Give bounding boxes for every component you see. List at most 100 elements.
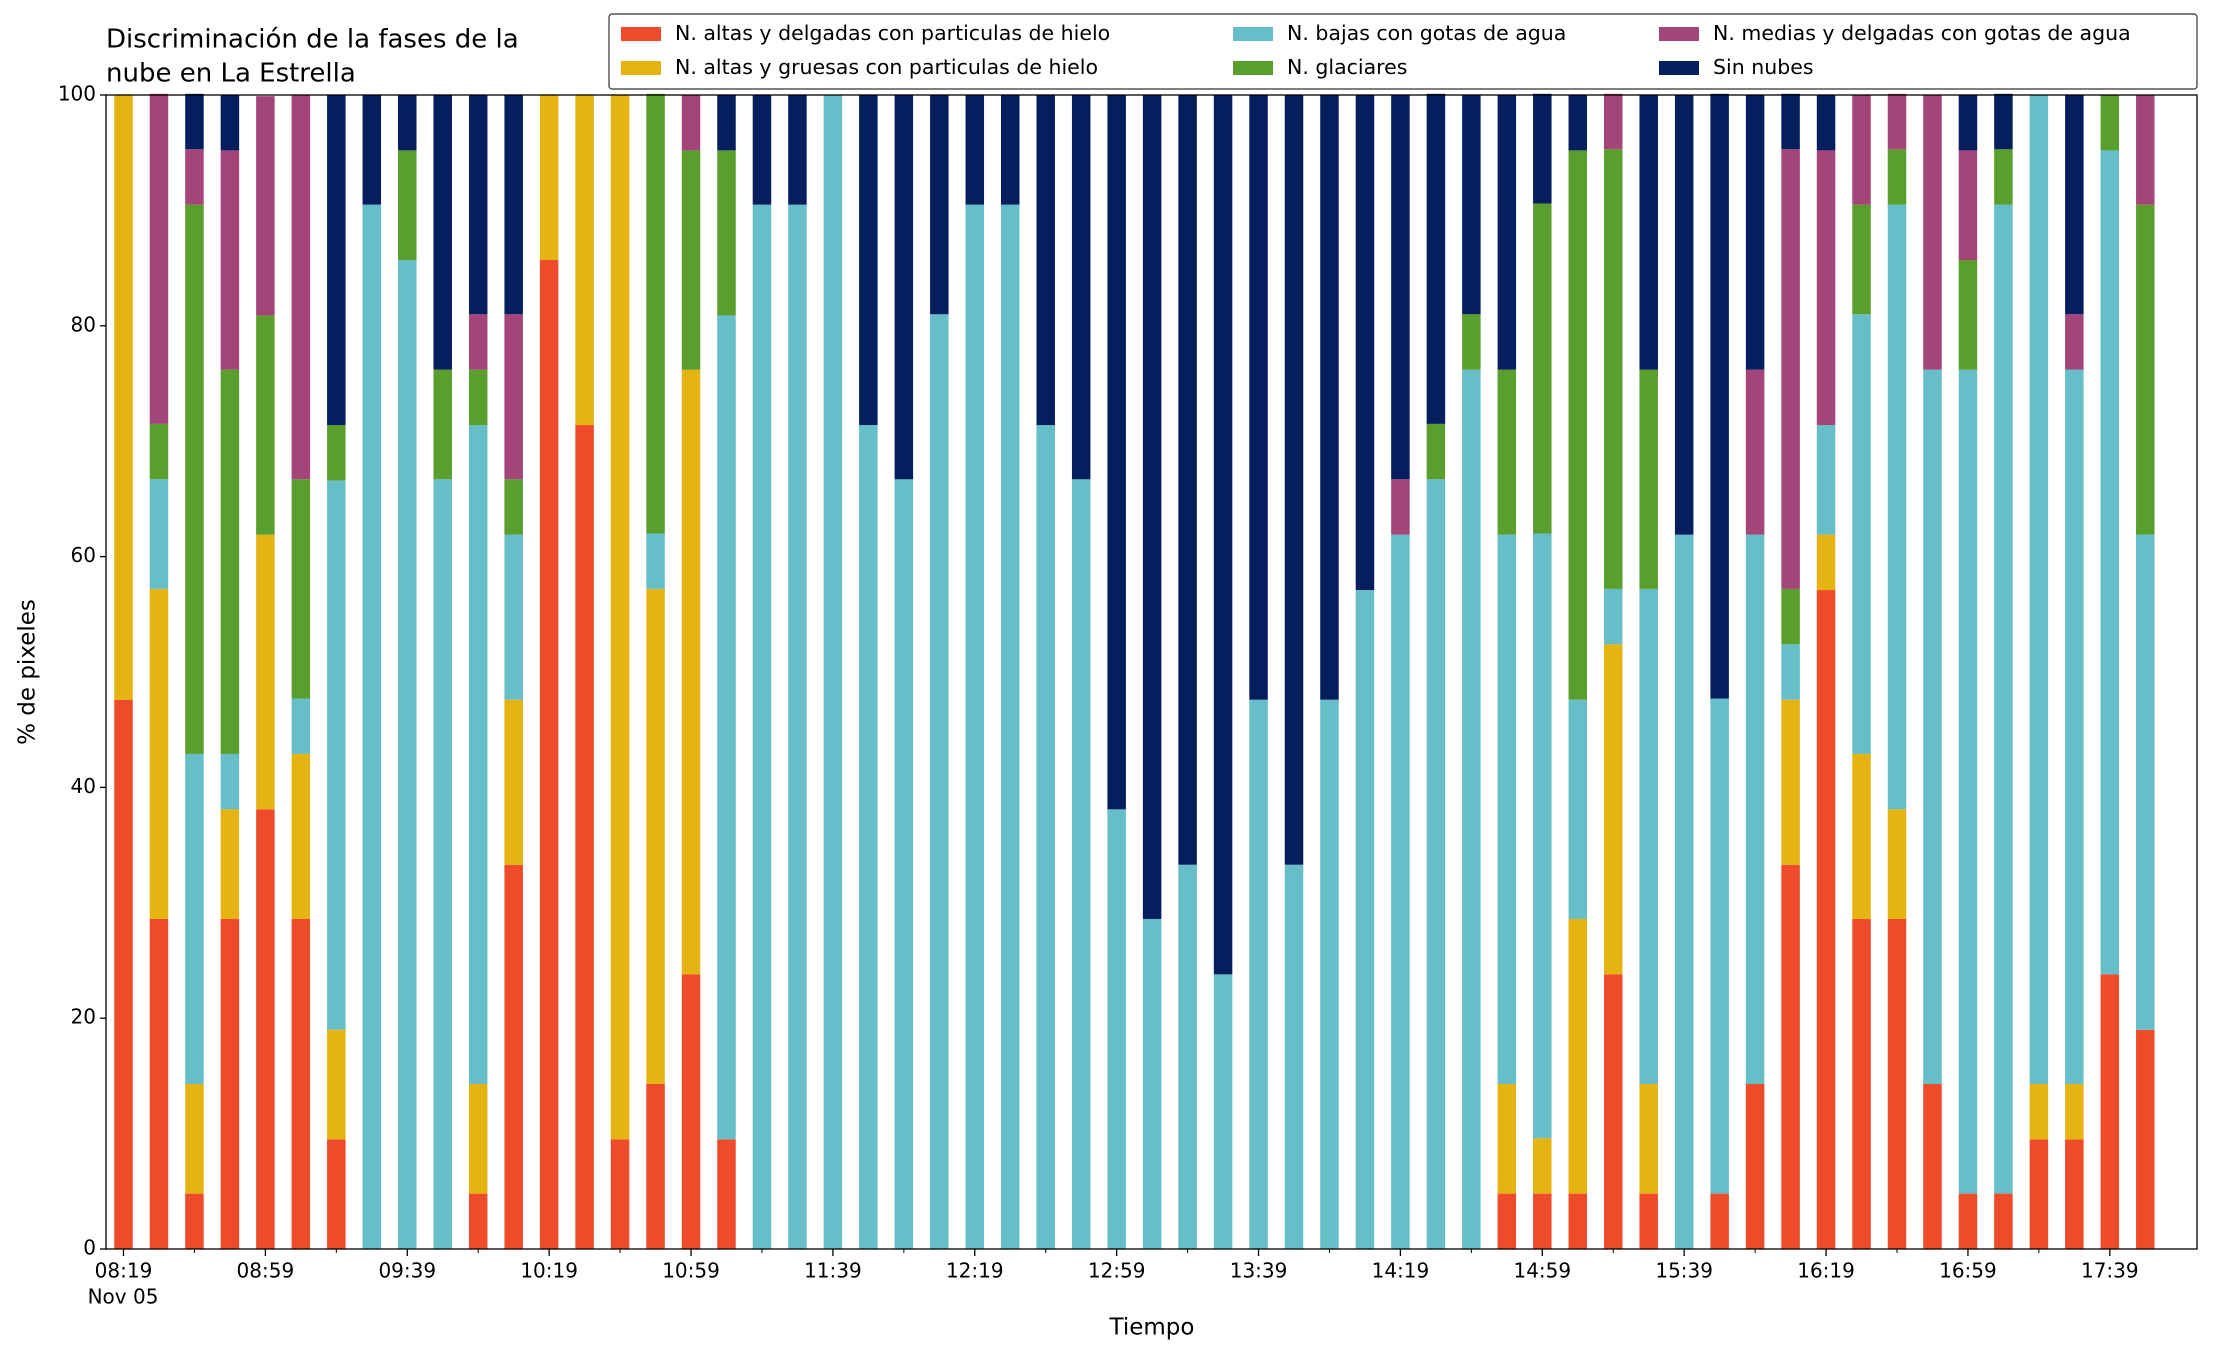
bar-segment xyxy=(681,369,701,975)
bar-segment xyxy=(291,479,311,699)
bar-segment xyxy=(610,1139,630,1249)
bar-segment xyxy=(291,753,311,919)
bar-segment xyxy=(859,95,878,426)
bar-segment xyxy=(965,95,985,205)
bar-segment xyxy=(1674,95,1694,535)
bar-segment xyxy=(646,93,665,534)
y-tick-label: 80 xyxy=(71,312,96,336)
bar-segment xyxy=(1745,95,1765,370)
bar-segment xyxy=(1781,149,1800,589)
bar-segment xyxy=(327,1029,346,1140)
legend-label: N. bajas con gotas de agua xyxy=(1287,21,1566,45)
bar-segment xyxy=(1603,974,1623,1249)
bar-segment xyxy=(1781,588,1800,645)
bar-segment xyxy=(362,95,382,205)
bar-segment xyxy=(1958,1193,1978,1249)
bar-segment xyxy=(1745,1083,1765,1249)
bar-segment xyxy=(788,95,807,205)
x-tick-label: 10:59 xyxy=(662,1259,720,1283)
legend-swatch xyxy=(621,61,661,75)
bar-segment xyxy=(1710,93,1729,699)
bar-segment xyxy=(1568,918,1588,1194)
bar-segment xyxy=(717,150,736,316)
bar-segment xyxy=(1426,423,1446,480)
bar-segment xyxy=(1710,698,1729,1194)
bar-segment xyxy=(327,425,346,481)
x-tick-label: 12:59 xyxy=(1088,1259,1146,1283)
bar-segment xyxy=(468,314,488,370)
bar-segment xyxy=(1887,149,1907,205)
bar-segment xyxy=(1852,95,1871,205)
bar-segment xyxy=(2100,974,2120,1249)
bar-segment xyxy=(2065,1083,2084,1140)
legend-label: N. altas y gruesas con particulas de hie… xyxy=(675,55,1098,79)
bar-segment xyxy=(1497,534,1517,1084)
bar-segment xyxy=(1745,369,1765,535)
bar-segment xyxy=(1710,1193,1729,1249)
bar-segment xyxy=(256,315,275,535)
bar-segment xyxy=(256,809,275,1249)
bar-segment xyxy=(220,369,240,754)
bar-segment xyxy=(646,1083,665,1249)
bar-segment xyxy=(1001,95,1020,205)
bar-segment xyxy=(1497,95,1517,370)
bar-segment xyxy=(1178,95,1197,865)
bar-segment xyxy=(468,425,488,1084)
legend-label: N. glaciares xyxy=(1287,55,1407,79)
bar-segment xyxy=(930,314,949,1249)
legend-swatch xyxy=(1233,61,1273,75)
bar-segment xyxy=(1568,150,1588,700)
bar-segment xyxy=(2065,95,2084,315)
bar-segment xyxy=(859,425,878,1249)
x-tick-label: 08:19 xyxy=(95,1259,153,1283)
x-axis-label: Tiempo xyxy=(1109,1315,1195,1341)
bar-segment xyxy=(1639,1193,1658,1249)
bar-segment xyxy=(1639,369,1658,589)
bar-segment xyxy=(930,95,949,315)
legend-label: N. altas y delgadas con particulas de hi… xyxy=(675,21,1110,45)
bar-segment xyxy=(327,95,346,426)
bar-segment xyxy=(220,150,240,370)
y-tick-label: 20 xyxy=(71,1005,96,1029)
bar-segment xyxy=(823,95,843,1249)
bar-segment xyxy=(185,1193,204,1249)
bar-segment xyxy=(2029,95,2049,1084)
bar-segment xyxy=(1603,93,1623,150)
bar-segment xyxy=(1391,95,1410,480)
bar-segment xyxy=(1497,1083,1517,1194)
legend-swatch xyxy=(1659,27,1699,41)
bar-segment xyxy=(1071,95,1091,480)
bar-segment xyxy=(1674,534,1694,1249)
bar-segment xyxy=(752,204,772,1249)
bar-segment xyxy=(1816,95,1836,151)
bar-segment xyxy=(220,809,240,919)
legend-swatch xyxy=(1233,27,1273,41)
bar-segment xyxy=(468,369,488,426)
bar-segment xyxy=(1958,369,1978,1194)
bar-segment xyxy=(646,588,665,1084)
bar-segment xyxy=(398,150,417,261)
bar-segment xyxy=(149,93,169,424)
bar-segment xyxy=(1497,369,1517,535)
bar-segment xyxy=(1320,95,1339,700)
bar-segment xyxy=(1852,314,1871,754)
bar-segment xyxy=(291,95,311,480)
bar-segment xyxy=(1816,425,1836,535)
bar-segment xyxy=(504,534,523,700)
bar-segment xyxy=(1852,204,1871,315)
bar-segment xyxy=(1249,95,1268,700)
bar-segment xyxy=(1320,699,1339,1249)
bar-segment xyxy=(1071,479,1091,1250)
bar-segment xyxy=(1284,95,1304,865)
bar-segment xyxy=(1213,974,1233,1249)
bar-segment xyxy=(433,95,452,370)
bar-segment xyxy=(2065,314,2084,370)
bar-segment xyxy=(539,260,559,1250)
bar-segment xyxy=(149,479,169,589)
bar-segment xyxy=(1958,150,1978,261)
bar-segment xyxy=(1036,95,1055,426)
bar-segment xyxy=(114,699,133,1249)
bar-segment xyxy=(1994,149,2013,205)
bar-segment xyxy=(1142,95,1162,919)
